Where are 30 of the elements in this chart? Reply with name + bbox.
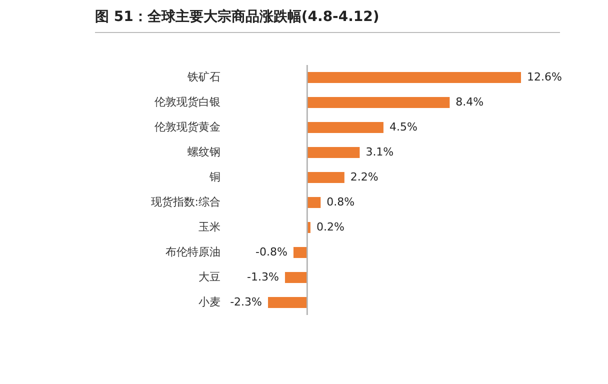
data-label: 0.2%	[316, 220, 344, 234]
data-label: -0.8%	[256, 246, 288, 258]
bar	[307, 97, 450, 108]
data-label: -2.3%	[230, 296, 262, 308]
data-label: 4.5%	[389, 120, 418, 134]
y-tick-label: 布伦特原油	[166, 246, 220, 258]
data-label: -1.3%	[247, 270, 279, 284]
y-tick-label: 铜	[208, 170, 220, 184]
bar	[307, 122, 384, 133]
bar	[293, 247, 308, 258]
bar	[307, 147, 360, 158]
data-label: 8.4%	[456, 96, 484, 108]
data-label: 0.8%	[326, 196, 355, 208]
y-tick-label: 玉米	[198, 220, 220, 234]
chart-title: 图 51：全球主要大宗商品涨跌幅(4.8-4.12)	[95, 8, 560, 33]
bar	[268, 297, 308, 308]
y-tick-label: 螺纹钢	[188, 146, 220, 158]
bar	[307, 172, 344, 183]
y-tick-label: 伦敦现货白银	[154, 96, 220, 108]
bar	[307, 197, 321, 208]
data-label: 12.6%	[527, 70, 562, 84]
y-tick-label: 现货指数:综合	[150, 196, 220, 208]
data-label: 2.2%	[350, 170, 378, 184]
y-tick-label: 铁矿石	[186, 70, 220, 84]
y-tick-label: 伦敦现货黄金	[154, 120, 220, 134]
y-tick-label: 小麦	[198, 296, 220, 308]
bar	[284, 272, 308, 283]
y-tick-label: 大豆	[198, 270, 220, 284]
bar	[307, 72, 521, 83]
data-label: 3.1%	[366, 146, 394, 158]
